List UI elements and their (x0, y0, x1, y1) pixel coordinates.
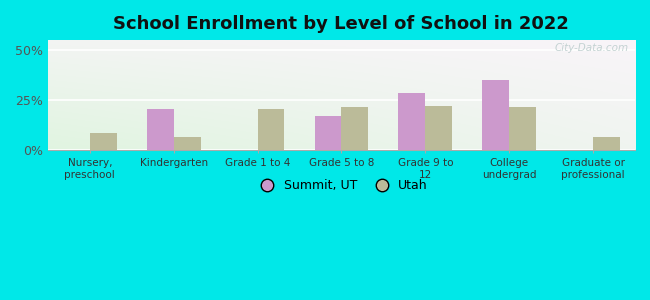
Bar (315, 116, 341, 150)
Bar (90, 133, 116, 150)
Bar (398, 93, 425, 150)
Text: City-Data.com: City-Data.com (555, 44, 629, 53)
Bar (341, 107, 369, 150)
Bar (147, 109, 174, 150)
Bar (425, 106, 452, 150)
Bar (509, 107, 536, 150)
Bar (482, 80, 509, 150)
Title: School Enrollment by Level of School in 2022: School Enrollment by Level of School in … (114, 15, 569, 33)
Bar (593, 137, 620, 150)
Bar (174, 137, 200, 150)
Bar (257, 109, 285, 150)
Legend: Summit, UT, Utah: Summit, UT, Utah (250, 174, 433, 197)
